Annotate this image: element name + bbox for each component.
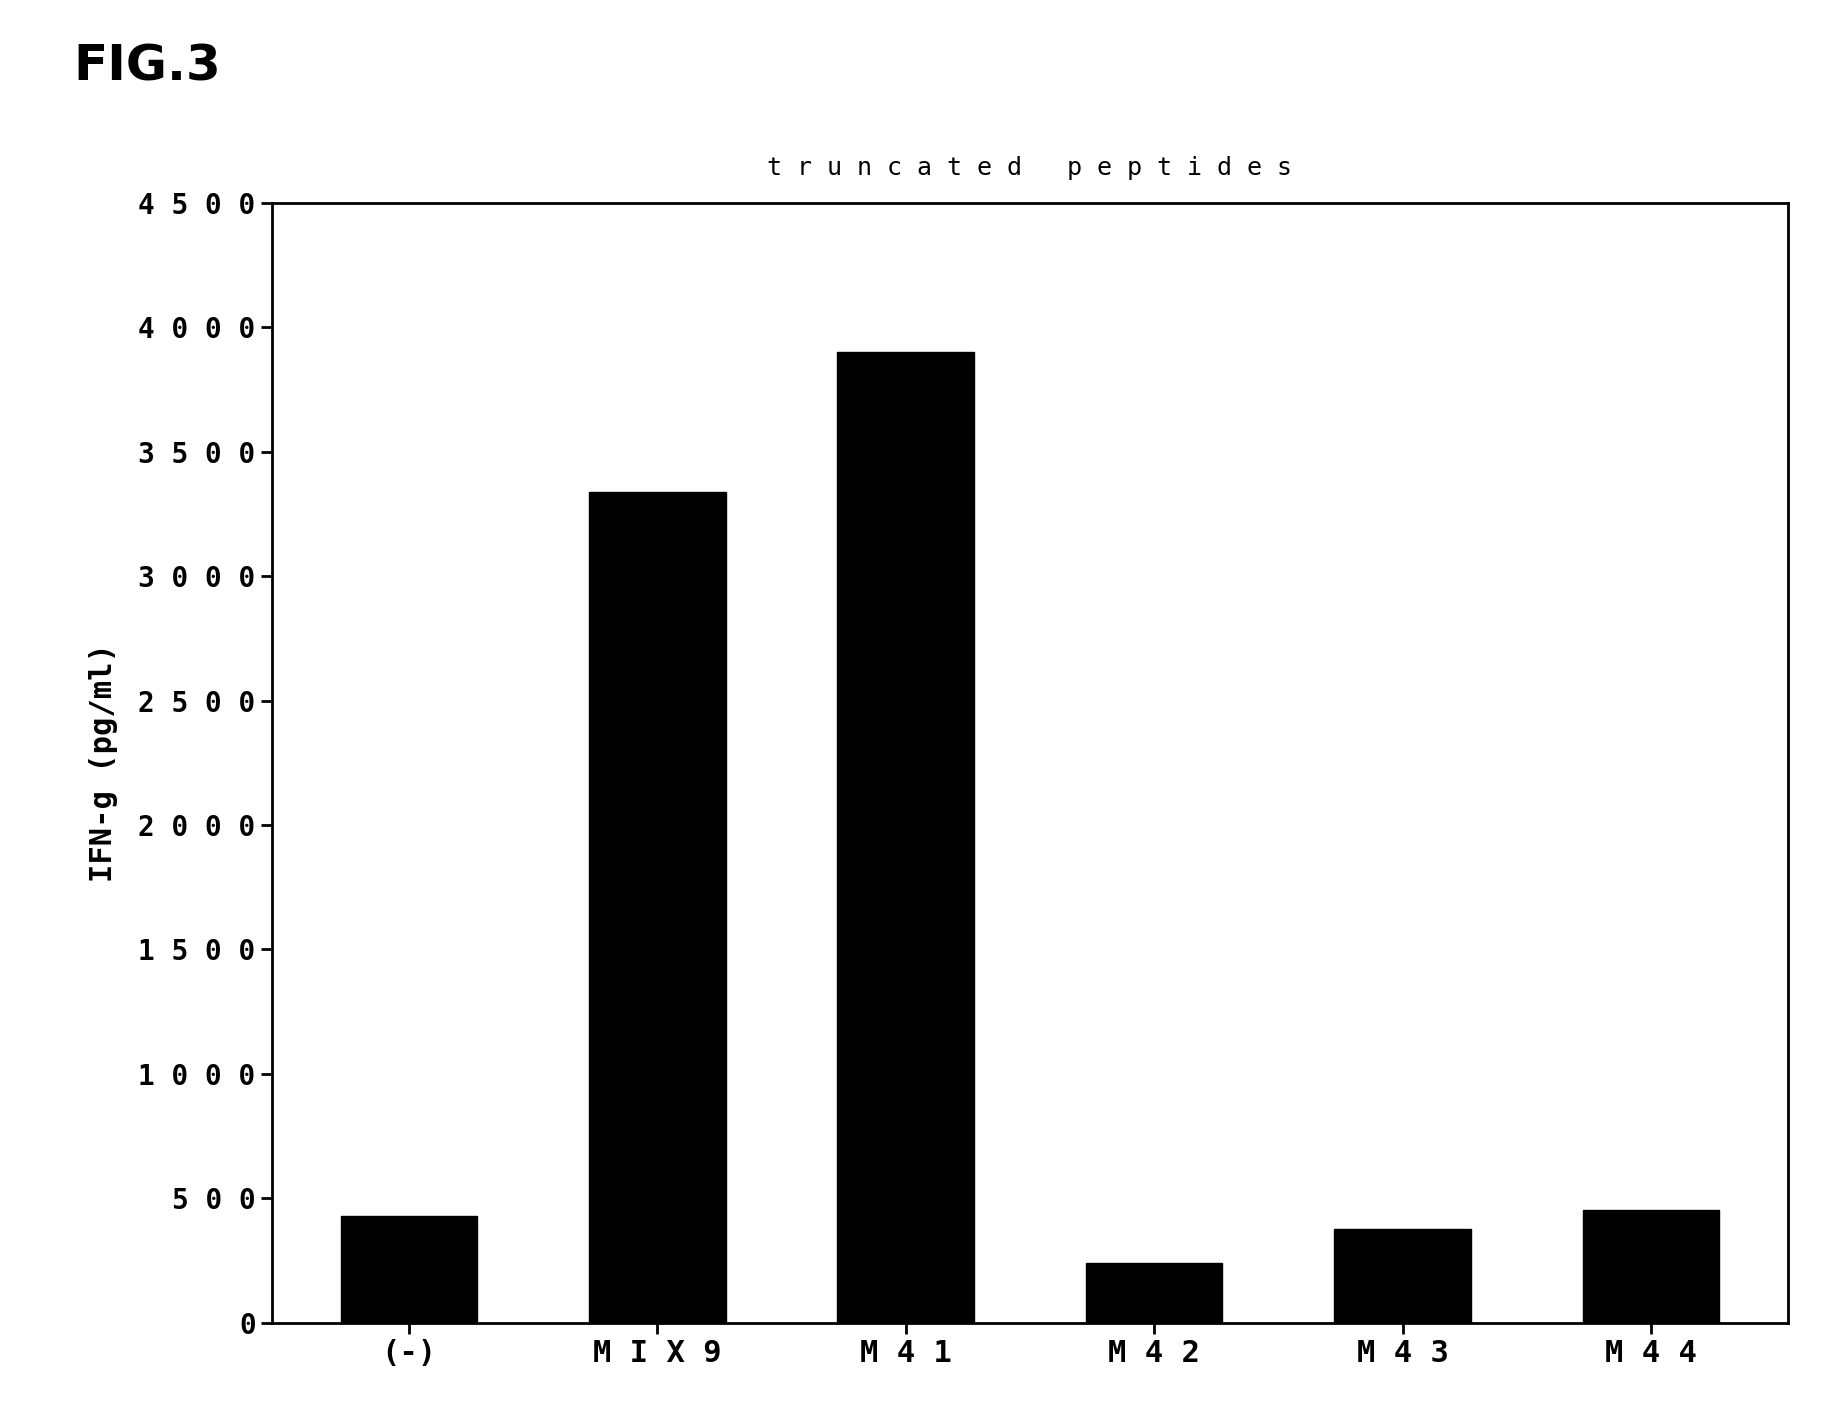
Text: FIG.3: FIG.3 xyxy=(74,42,221,90)
Bar xyxy=(340,1216,476,1322)
Bar xyxy=(1582,1209,1718,1322)
Y-axis label: IFN-g (pg/ml): IFN-g (pg/ml) xyxy=(88,643,118,882)
Bar xyxy=(1085,1263,1221,1322)
Bar xyxy=(1333,1229,1469,1322)
Bar xyxy=(588,491,725,1322)
Title: t r u n c a t e d   p e p t i d e s: t r u n c a t e d p e p t i d e s xyxy=(767,157,1291,181)
Bar xyxy=(837,353,973,1322)
